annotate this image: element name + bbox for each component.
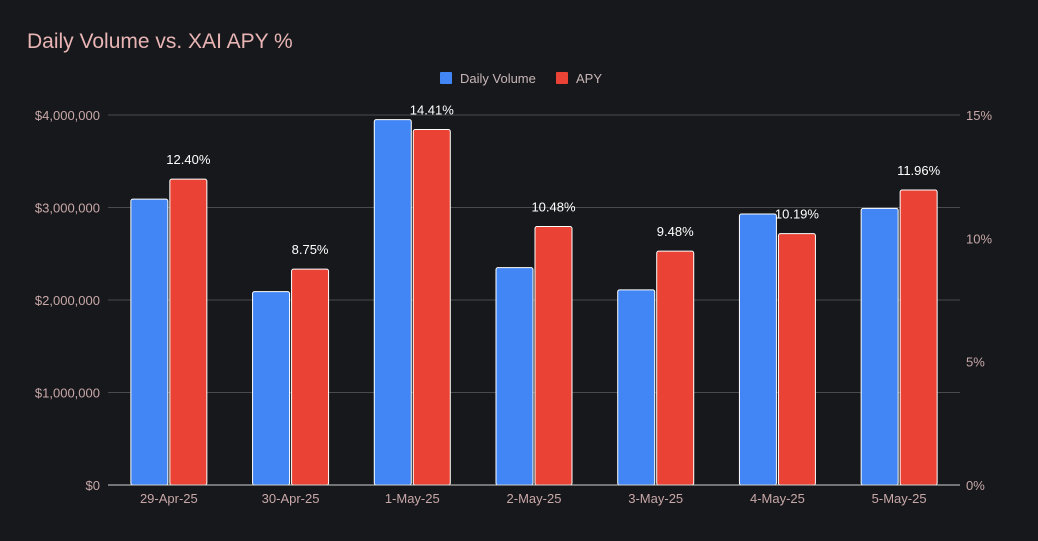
y-right-tick-label: 5% <box>966 355 985 370</box>
legend-label-daily-volume: Daily Volume <box>460 71 536 86</box>
chart-title: Daily Volume vs. XAI APY % <box>27 30 293 53</box>
y-left-tick-label: $1,000,000 <box>35 386 100 401</box>
x-tick-label: 30-Apr-25 <box>262 491 320 506</box>
bar-daily-volume <box>373 119 412 486</box>
legend-label-apy: APY <box>576 71 602 86</box>
x-tick-label: 3-May-25 <box>628 491 683 506</box>
x-tick-label: 29-Apr-25 <box>140 491 198 506</box>
bar-daily-volume <box>738 213 777 486</box>
bar-daily-volume <box>495 267 534 486</box>
y-right-tick-label: 10% <box>966 231 992 246</box>
data-label-apy: 10.19% <box>775 207 820 222</box>
data-label-apy: 11.96% <box>897 163 941 178</box>
y-left-tick-label: $3,000,000 <box>35 201 100 216</box>
legend-swatch-apy <box>556 72 568 84</box>
bar-apy <box>656 250 695 486</box>
data-label-apy: 12.40% <box>166 152 211 167</box>
bar-apy <box>169 178 208 486</box>
bar-daily-volume <box>252 291 291 486</box>
x-tick-label: 1-May-25 <box>385 491 440 506</box>
x-tick-label: 2-May-25 <box>507 491 562 506</box>
bar-daily-volume <box>860 207 899 486</box>
bar-apy <box>534 225 573 486</box>
data-label-apy: 10.48% <box>531 199 576 214</box>
y-right-tick-label: 15% <box>966 108 992 123</box>
legend: Daily Volume APY <box>440 71 602 86</box>
y-left-tick-label: $4,000,000 <box>35 108 100 123</box>
data-label-apy: 9.48% <box>657 224 694 239</box>
bar-daily-volume <box>130 198 169 486</box>
bar-apy <box>777 233 816 486</box>
bar-apy <box>412 129 451 486</box>
y-left-tick-label: $0 <box>86 478 100 493</box>
x-tick-label: 4-May-25 <box>750 491 805 506</box>
data-label-apy: 14.41% <box>410 103 455 118</box>
bar-daily-volume <box>617 289 656 486</box>
bar-apy <box>291 268 330 486</box>
x-tick-label: 5-May-25 <box>872 491 927 506</box>
bar-apy <box>899 189 938 486</box>
y-left-tick-label: $2,000,000 <box>35 293 100 308</box>
data-label-apy: 8.75% <box>292 242 329 257</box>
legend-swatch-daily-volume <box>440 72 452 84</box>
y-right-tick-label: 0% <box>966 478 985 493</box>
